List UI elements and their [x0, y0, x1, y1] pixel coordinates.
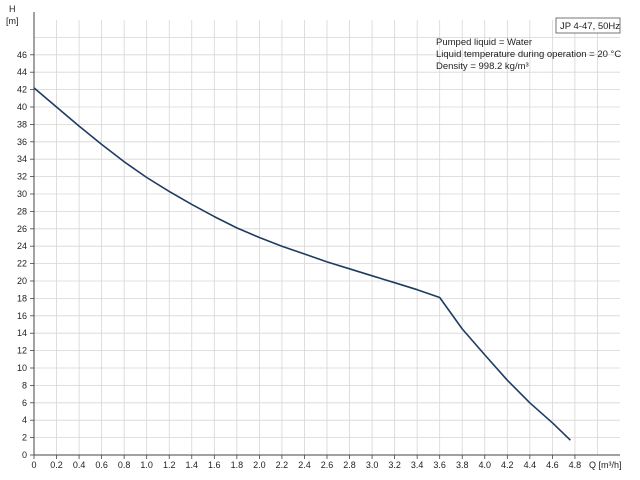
x-tick-label: 3.0	[366, 460, 379, 470]
x-tick-label: 1.2	[163, 460, 176, 470]
x-tick-label: 4.4	[524, 460, 537, 470]
info-line-density: Density = 998.2 kg/m³	[436, 61, 529, 72]
y-tick-label: 42	[17, 85, 27, 95]
y-tick-label: 0	[22, 450, 27, 460]
y-axis-unit: [m]	[6, 16, 19, 26]
x-tick-label: 2.2	[276, 460, 289, 470]
y-tick-label: 2	[22, 433, 27, 443]
x-tick-label: 0.2	[50, 460, 63, 470]
y-tick-label: 44	[17, 67, 27, 77]
y-tick-label: 34	[17, 154, 27, 164]
y-tick-label: 22	[17, 259, 27, 269]
legend-box	[555, 17, 621, 34]
x-tick-label: 0.4	[73, 460, 86, 470]
y-tick-label: 16	[17, 311, 27, 321]
info-line-liquid: Pumped liquid = Water	[436, 37, 532, 48]
y-tick-label: 32	[17, 172, 27, 182]
y-tick-label: 18	[17, 293, 27, 303]
x-tick-label: 2.4	[298, 460, 311, 470]
y-tick-label: 38	[17, 119, 27, 129]
y-tick-label: 46	[17, 50, 27, 60]
x-tick-label: 3.4	[411, 460, 424, 470]
y-tick-label: 26	[17, 224, 27, 234]
y-tick-label: 24	[17, 241, 27, 251]
y-tick-label: 30	[17, 189, 27, 199]
y-tick-label: 4	[22, 415, 27, 425]
x-axis-title: Q [m³/h]	[589, 460, 622, 470]
y-axis-title: H	[9, 4, 16, 14]
y-tick-label: 8	[22, 380, 27, 390]
y-tick-label: 6	[22, 398, 27, 408]
x-tick-label: 4.6	[546, 460, 559, 470]
y-tick-label: 10	[17, 363, 27, 373]
x-tick-label: 2.0	[253, 460, 266, 470]
legend-label: JP 4-47, 50Hz	[560, 21, 620, 32]
x-tick-label: 0	[31, 460, 36, 470]
x-tick-label: 2.6	[321, 460, 334, 470]
info-line-temperature: Liquid temperature during operation = 20…	[436, 49, 621, 60]
x-tick-label: 3.2	[388, 460, 401, 470]
tick-labels: 0 0.2 0.4 0.6 0.8 1.0 1.2 1.4 1.6 1.8 2.0 2.2 2.4 2.6…	[17, 50, 581, 470]
y-tick-label: 40	[17, 102, 27, 112]
x-tick-label: 1.6	[208, 460, 221, 470]
x-tick-label: 1.8	[231, 460, 244, 470]
y-tick-label: 36	[17, 137, 27, 147]
axes	[30, 12, 620, 459]
y-tick-label: 20	[17, 276, 27, 286]
x-tick-label: 4.0	[479, 460, 492, 470]
y-tick-label: 14	[17, 328, 27, 338]
series-group	[33, 87, 571, 441]
x-tick-label: 0.8	[118, 460, 131, 470]
x-tick-label: 4.8	[569, 460, 582, 470]
x-tick-label: 3.6	[433, 460, 446, 470]
x-tick-label: 0.6	[95, 460, 108, 470]
y-tick-label: 28	[17, 206, 27, 216]
x-tick-label: 4.2	[501, 460, 514, 470]
x-tick-label: 1.0	[140, 460, 153, 470]
x-tick-label: 1.4	[186, 460, 199, 470]
pump-curve-line	[33, 87, 571, 441]
x-tick-label: 3.8	[456, 460, 469, 470]
y-tick-label: 12	[17, 346, 27, 356]
x-tick-label: 2.8	[343, 460, 356, 470]
